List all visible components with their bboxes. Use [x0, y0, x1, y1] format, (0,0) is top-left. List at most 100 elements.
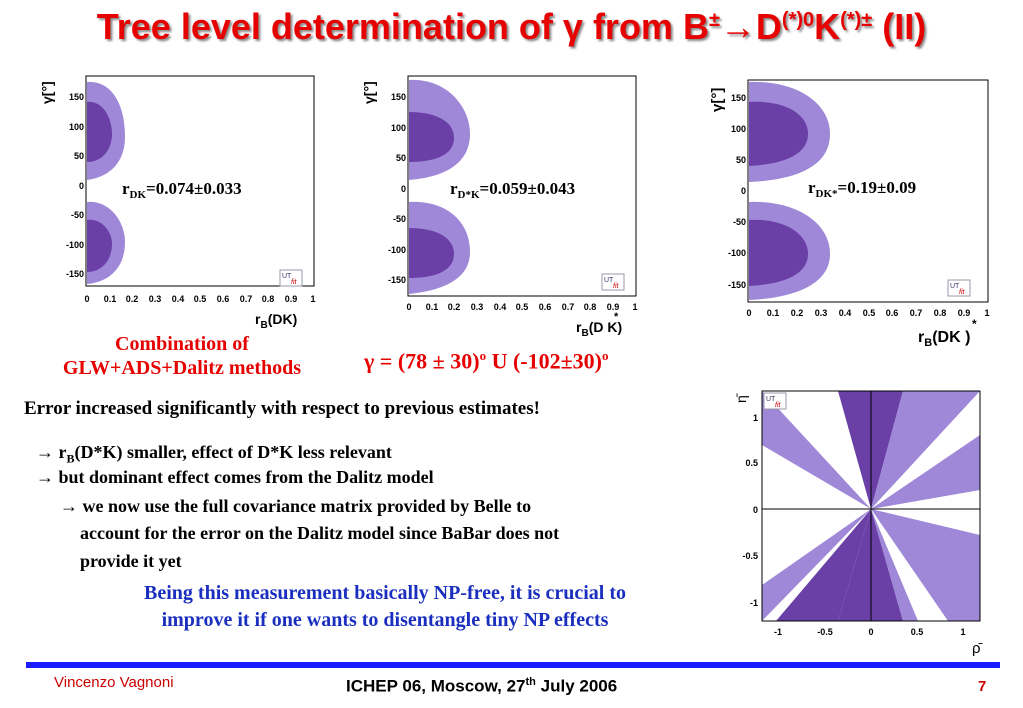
x-tick: 0.6	[886, 308, 899, 318]
r-value-label: rDK*=0.19±0.09	[808, 178, 916, 200]
y-tick: -100	[388, 245, 406, 255]
y-tick: 150	[391, 92, 406, 102]
gamma-rb-plot-dkstar: UT fit 150 100 50 0 -50 -100 -150 0 0.1 …	[709, 79, 990, 349]
x-tick: 0.8	[934, 308, 947, 318]
x-tick: 0.4	[172, 294, 185, 304]
y-tick: 100	[391, 123, 406, 133]
x-tick: 1	[960, 627, 965, 637]
x-tick: 1	[984, 308, 989, 318]
y-tick: 0	[79, 181, 84, 191]
x-tick: 0	[406, 302, 411, 312]
bullet-covariance: → we now use the full covariance matrix …	[60, 496, 532, 516]
x-tick: 0.7	[562, 302, 575, 312]
x-tick: 0.5	[516, 302, 529, 312]
x-tick: 0.7	[910, 308, 923, 318]
logo-fit: fit	[959, 289, 966, 296]
x-axis-star: *	[972, 317, 977, 331]
logo-fit: fit	[291, 279, 298, 286]
x-tick: 0.4	[494, 302, 507, 312]
y-tick: 0	[401, 184, 406, 194]
x-tick: 0.3	[149, 294, 162, 304]
y-tick: 100	[69, 122, 84, 132]
np-free-statement: Being this measurement basically NP-free…	[144, 582, 626, 631]
y-tick: 0.5	[745, 458, 758, 468]
x-tick: -1	[774, 627, 782, 637]
x-tick: 0.1	[426, 302, 439, 312]
r-value-label: rD*K=0.059±0.043	[450, 179, 575, 201]
y-tick: -150	[728, 280, 746, 290]
x-tick: 0	[868, 627, 873, 637]
y-tick: 50	[74, 151, 84, 161]
footer-author: Vincenzo Vagnoni	[54, 674, 174, 691]
y-tick: -1	[750, 598, 758, 608]
x-tick: -0.5	[817, 627, 833, 637]
logo-fit: fit	[775, 402, 782, 409]
page-number: 7	[978, 678, 987, 695]
y-tick: -50	[733, 217, 746, 227]
x-axis-star: *	[614, 311, 619, 323]
r-value-label: rDK=0.074±0.033	[122, 179, 242, 201]
x-tick: 0.8	[262, 294, 275, 304]
x-tick: 0.7	[240, 294, 253, 304]
x-tick: 0.5	[194, 294, 207, 304]
x-tick: 0.2	[791, 308, 804, 318]
y-tick: 0	[753, 505, 758, 515]
x-tick: 0.3	[815, 308, 828, 318]
x-tick: 0.2	[448, 302, 461, 312]
logo-fit: fit	[613, 283, 620, 290]
y-tick: 150	[731, 93, 746, 103]
x-tick: 0.6	[217, 294, 230, 304]
logo-ut: UT	[766, 396, 776, 403]
x-tick: 0.5	[863, 308, 876, 318]
combination-label: Combination of GLW+ADS+Dalitz methods	[62, 333, 302, 379]
x-tick: 0.3	[471, 302, 484, 312]
x-axis-label: rB(DK)	[255, 311, 297, 331]
y-tick: -150	[66, 269, 84, 279]
bullet-covariance-cont2: provide it yet	[80, 551, 182, 571]
bullet-dalitz: → but dominant effect comes from the Dal…	[36, 467, 434, 487]
bullet-rb: → rB(D*K) smaller, effect of D*K less re…	[36, 442, 392, 466]
y-axis-label: γ[°]	[361, 81, 377, 104]
y-tick: -150	[388, 275, 406, 285]
y-tick: -0.5	[742, 551, 758, 561]
x-tick: 0.9	[285, 294, 298, 304]
x-tick: 1	[632, 302, 637, 312]
y-tick: -50	[393, 214, 406, 224]
rho-axis-label: ρ̄	[972, 640, 983, 657]
x-tick: 0.9	[958, 308, 971, 318]
gamma-rb-plot-dk: UT fit 150 100 50 0 -50 -100 -150 0 0.1 …	[39, 75, 316, 331]
x-tick: 0	[84, 294, 89, 304]
y-axis-label: γ[°]	[39, 81, 55, 104]
bullet-covariance-cont1: account for the error on the Dalitz mode…	[80, 523, 560, 543]
y-tick: 150	[69, 92, 84, 102]
y-tick: 50	[736, 155, 746, 165]
error-statement: Error increased significantly with respe…	[24, 398, 540, 419]
y-tick: 0	[741, 186, 746, 196]
y-tick: 100	[731, 124, 746, 134]
footer-bar	[26, 662, 1000, 668]
x-tick: 0.2	[126, 294, 139, 304]
logo-ut: UT	[604, 277, 614, 284]
x-tick: 0.9	[607, 302, 620, 312]
gamma-result: γ = (78 ± 30)o U (-102±30)o	[364, 348, 609, 374]
x-tick: 0.8	[584, 302, 597, 312]
logo-ut: UT	[950, 283, 960, 290]
x-tick: 0.5	[911, 627, 924, 637]
slide-title: Tree level determination of γ from B±→D(…	[96, 6, 927, 47]
y-axis-label: γ[°]	[709, 88, 726, 112]
gamma-rb-plot-dstark: UT fit 150 100 50 0 -50 -100 -150 0 0.1 …	[361, 75, 638, 339]
x-tick: 0.6	[539, 302, 552, 312]
y-tick: -100	[728, 248, 746, 258]
x-tick: 0.1	[767, 308, 780, 318]
y-tick: -100	[66, 240, 84, 250]
eta-axis-label: η̄	[733, 393, 749, 403]
x-axis-label: rB(DK )	[918, 329, 970, 349]
y-tick: 50	[396, 153, 406, 163]
x-tick: 1	[310, 294, 315, 304]
x-tick: 0	[746, 308, 751, 318]
x-axis-label: rB(D K)	[576, 319, 622, 339]
logo-ut: UT	[282, 273, 292, 280]
x-tick: 0.4	[839, 308, 852, 318]
y-tick: -50	[71, 210, 84, 220]
x-tick: 0.1	[104, 294, 117, 304]
